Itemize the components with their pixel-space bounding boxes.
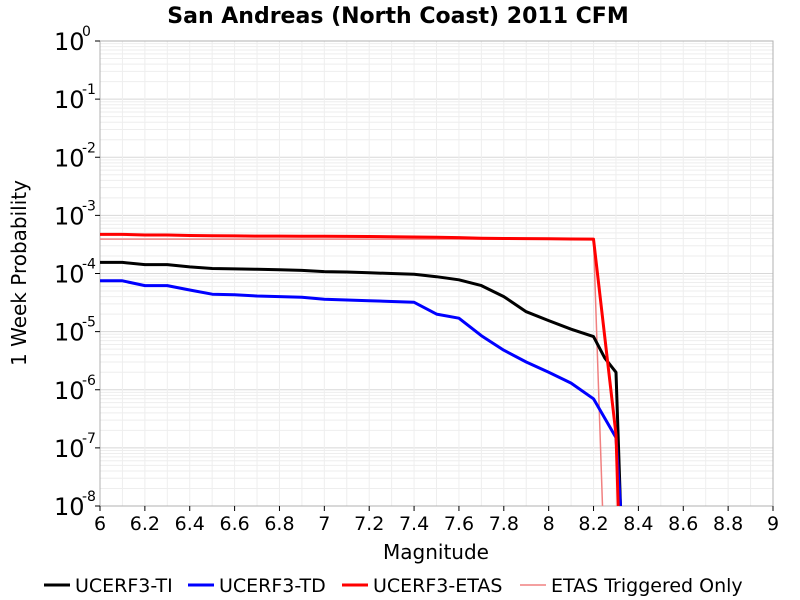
legend-label-ucerf3-etas: UCERF3-ETAS xyxy=(373,575,502,597)
y-tick-label-base: 10 xyxy=(54,261,85,289)
y-tick-label-exponent: -5 xyxy=(82,315,96,331)
series-line-ucerf3-ti xyxy=(100,260,622,507)
x-tick-label: 6.2 xyxy=(130,513,160,535)
x-tick-label: 8.2 xyxy=(578,513,608,535)
y-tick-label-exponent: -3 xyxy=(82,198,96,214)
series-line-ucerf3-etas xyxy=(100,232,620,507)
x-tick-label: 6.6 xyxy=(219,513,249,535)
x-tick-label: 8 xyxy=(543,513,555,535)
x-tick-label: 6.8 xyxy=(264,513,294,535)
series-line-ucerf3-td xyxy=(100,279,622,507)
x-tick-label: 7.6 xyxy=(444,513,474,535)
x-tick-label: 9 xyxy=(767,513,779,535)
x-tick-label: 8.8 xyxy=(713,513,743,535)
series-layer xyxy=(100,232,622,507)
y-tick-label-base: 10 xyxy=(54,435,85,463)
x-tick-label: 7 xyxy=(318,513,330,535)
x-tick-label: 6 xyxy=(94,513,106,535)
y-tick-label-base: 10 xyxy=(54,144,85,172)
y-tick-label-base: 10 xyxy=(54,28,85,56)
x-tick-label: 8.6 xyxy=(668,513,698,535)
x-axis-ticks: 6 6.2 6.4 6.6 6.8 7 7.2 7.4 7.6 7.8 8 8.2 8.4 8.6 8.8 9 xyxy=(94,506,779,535)
x-axis-label: Magnitude xyxy=(383,540,489,564)
y-tick-label-base: 10 xyxy=(54,86,85,114)
x-tick-label: 7.8 xyxy=(489,513,519,535)
y-tick-label-exponent: -6 xyxy=(82,373,96,389)
legend-label-ucerf3-td: UCERF3-TD xyxy=(219,575,326,597)
x-tick-label: 7.4 xyxy=(399,513,429,535)
y-tick-label-exponent: -7 xyxy=(82,431,96,447)
chart-title: San Andreas (North Coast) 2011 CFM xyxy=(167,4,628,29)
x-tick-label: 6.4 xyxy=(175,513,205,535)
y-tick-label-base: 10 xyxy=(54,202,85,230)
grid xyxy=(99,41,774,507)
y-tick-label-exponent: -1 xyxy=(82,82,96,98)
legend-label-ucerf3-ti: UCERF3-TI xyxy=(75,575,173,597)
x-tick-label: 8.4 xyxy=(623,513,653,535)
y-tick-label-exponent: -8 xyxy=(82,489,96,505)
y-tick-label-exponent: -4 xyxy=(82,257,96,273)
y-tick-label-exponent: 0 xyxy=(82,24,91,40)
legend: UCERF3-TI UCERF3-TD UCERF3-ETAS ETAS Trigge… xyxy=(44,575,743,597)
y-tick-label-exponent: -2 xyxy=(82,140,96,156)
x-tick-label: 7.2 xyxy=(354,513,384,535)
y-tick-label-base: 10 xyxy=(54,319,85,347)
y-tick-label-base: 10 xyxy=(54,493,85,521)
legend-label-etas-triggered-only: ETAS Triggered Only xyxy=(551,575,743,597)
y-axis-label: 1 Week Probability xyxy=(7,180,31,366)
y-tick-label-base: 10 xyxy=(54,377,85,405)
